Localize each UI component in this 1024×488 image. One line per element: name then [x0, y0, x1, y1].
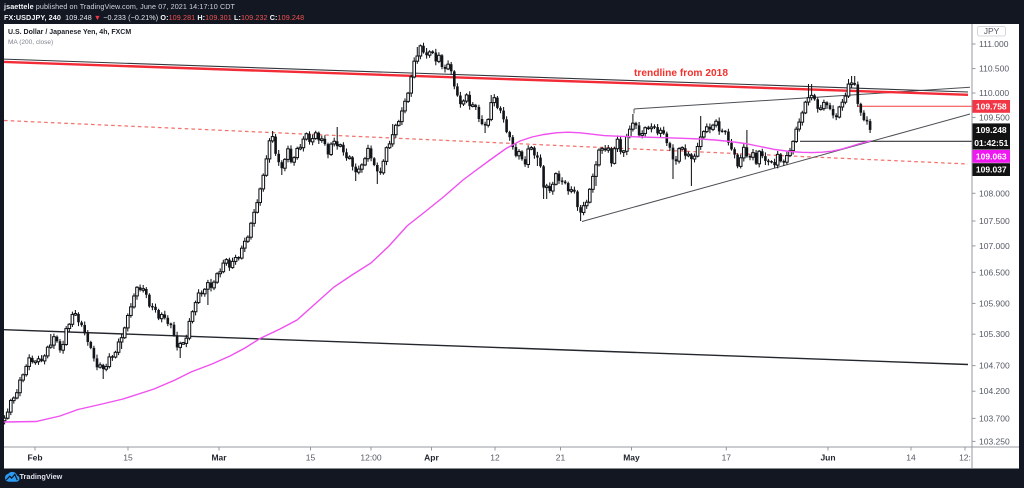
svg-text:108.000: 108.000: [979, 188, 1010, 198]
svg-text:106.500: 106.500: [979, 267, 1010, 277]
svg-text:104.200: 104.200: [979, 386, 1010, 396]
svg-text:14: 14: [906, 453, 916, 463]
svg-text:15: 15: [306, 453, 316, 463]
svg-text:12:00: 12:00: [360, 453, 382, 463]
svg-text:Feb: Feb: [27, 453, 42, 463]
svg-text:21: 21: [556, 453, 566, 463]
svg-text:12: 12: [490, 453, 500, 463]
svg-text:109.500: 109.500: [979, 112, 1010, 122]
svg-text:May: May: [623, 453, 640, 463]
svg-text:109.037: 109.037: [976, 165, 1007, 175]
svg-text:103.250: 103.250: [979, 436, 1010, 446]
svg-text:104.700: 104.700: [979, 361, 1010, 371]
svg-text:110.000: 110.000: [979, 88, 1009, 98]
svg-text:01:42:51: 01:42:51: [974, 138, 1008, 148]
svg-text:103.700: 103.700: [979, 413, 1010, 423]
svg-text:107.000: 107.000: [979, 241, 1010, 251]
svg-text:109.758: 109.758: [976, 101, 1007, 111]
svg-text:109.063: 109.063: [976, 152, 1007, 162]
svg-text:110.500: 110.500: [979, 64, 1009, 74]
svg-text:trendline from 2018: trendline from 2018: [634, 68, 728, 79]
svg-text:105.300: 105.300: [979, 329, 1010, 339]
svg-text:107.500: 107.500: [979, 216, 1010, 226]
svg-text:17: 17: [722, 453, 732, 463]
svg-text:15: 15: [123, 453, 133, 463]
svg-text:Jun: Jun: [820, 453, 835, 463]
svg-text:Apr: Apr: [424, 453, 439, 463]
svg-text:111.000: 111.000: [979, 39, 1009, 49]
svg-text:12:: 12:: [959, 453, 971, 463]
svg-text:Mar: Mar: [211, 453, 227, 463]
svg-text:109.248: 109.248: [976, 125, 1007, 135]
svg-text:105.900: 105.900: [979, 298, 1010, 308]
svg-text:JPY: JPY: [984, 26, 1000, 36]
